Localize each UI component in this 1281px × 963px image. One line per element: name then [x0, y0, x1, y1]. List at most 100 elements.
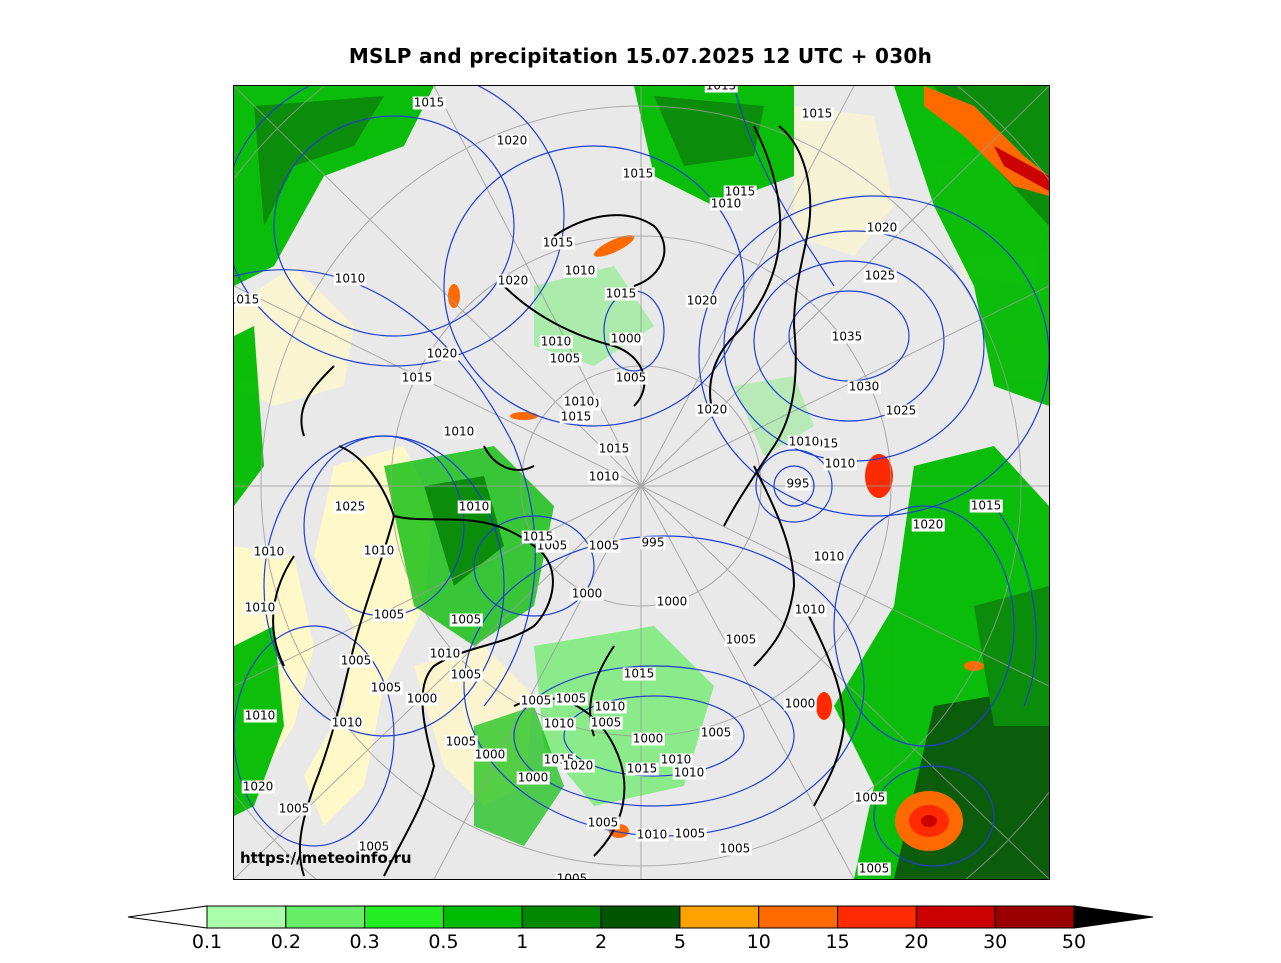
isobar-label: 1005: [339, 653, 373, 668]
isobar-label: 1020: [695, 402, 729, 417]
colorbar-tick-label: 0.2: [270, 931, 301, 953]
colorbar-tick-label: 10: [746, 931, 771, 953]
colorbar-tick-label: 0.3: [349, 931, 380, 953]
isobar-label: 1005: [554, 691, 588, 706]
isobar-label: 1005: [587, 538, 621, 553]
colorbar-cell: [600, 905, 681, 929]
isobar-label: 1005: [548, 351, 582, 366]
isobar-label: 1010: [562, 394, 596, 409]
isobar-label: 1010: [330, 715, 364, 730]
isobar-label: 1015: [723, 184, 757, 199]
isobar-label: 1005: [277, 801, 311, 816]
isobar-label: 1005: [673, 826, 707, 841]
isobar-label: 1025: [863, 268, 897, 283]
colorbar-cell: [915, 905, 996, 929]
colorbar-tick-label: 0.5: [428, 931, 459, 953]
isobar-label: 1000: [609, 331, 643, 346]
isobar-label: 1010: [635, 827, 669, 842]
isobar-label: 1020: [496, 273, 530, 288]
colorbar-tick-label: 2: [595, 931, 608, 953]
isobar-label: 1020: [241, 779, 275, 794]
isobar-label: 1020: [911, 517, 945, 532]
credit-url[interactable]: https://meteoinfo.ru: [240, 849, 412, 867]
isobar-label: 1010: [563, 263, 597, 278]
colorbar-under-triangle: [127, 905, 208, 929]
isobar-label: 1000: [405, 691, 439, 706]
isobar-label: 1005: [853, 790, 887, 805]
isobar-label: 1010: [812, 549, 846, 564]
isobar-label: 1010: [793, 602, 827, 617]
colorbar-tick-label: 20: [904, 931, 929, 953]
colorbar-over-triangle: [1073, 905, 1154, 929]
isobar-label: 1015: [621, 166, 655, 181]
colorbar-cells: [206, 905, 1075, 929]
colorbar-tick-label: 15: [825, 931, 850, 953]
isobar-label: 1015: [559, 409, 593, 424]
isobar-label: 1020: [425, 346, 459, 361]
isobar-label: 1010: [428, 646, 462, 661]
isobar-label: 1010: [252, 544, 286, 559]
map-canvas: [234, 86, 1049, 879]
isobar-label: 1030: [847, 379, 881, 394]
isobar-label: 1015: [622, 666, 656, 681]
isobar-label: 1010: [333, 271, 367, 286]
isobar-label: 1015: [625, 761, 659, 776]
isobar-label: 1020: [685, 293, 719, 308]
isobar-label: 1005: [519, 693, 553, 708]
isobar-label: 1010: [243, 708, 277, 723]
isobar-label: 1000: [473, 747, 507, 762]
isobar-label: 1005: [857, 861, 891, 876]
isobar-label: 1010: [593, 699, 627, 714]
isobar-label: 1010: [823, 456, 857, 471]
colorbar-cell: [758, 905, 839, 929]
isobar-label: 1005: [372, 607, 406, 622]
isobar-label: 1020: [495, 133, 529, 148]
isobar-label: 1015: [969, 498, 1003, 513]
colorbar-tick-label: 1: [516, 931, 529, 953]
isobar-label: 1005: [724, 632, 758, 647]
isobar-label: 1015: [234, 293, 261, 307]
forecast-map: 1015 1015 1015 1020 1015 1015 1010 1020 1015 1010…: [233, 85, 1050, 880]
isobar-label: 995: [640, 535, 666, 550]
isobar-label: 1000: [570, 586, 604, 601]
isobar-label: 1010: [243, 600, 277, 615]
colorbar-tick-label: 50: [1061, 931, 1087, 953]
isobar-label: 1010: [587, 469, 621, 484]
colorbar-cell: [521, 905, 602, 929]
isobar-label: 1015: [704, 86, 738, 93]
heavy-precip-cells: [251, 86, 1049, 851]
isobar-label: 1035: [830, 329, 864, 344]
isobar-label: 1005: [699, 725, 733, 740]
isobar-label: 1025: [333, 499, 367, 514]
isobar-label: 1010: [362, 543, 396, 558]
isobar-label: 1005: [449, 612, 483, 627]
chart-title: MSLP and precipitation 15.07.2025 12 UTC…: [348, 44, 933, 68]
isobar-label: 1000: [631, 731, 665, 746]
isobar-label: 1000: [516, 770, 550, 785]
colorbar-cell: [206, 905, 287, 929]
colorbar-cell: [994, 905, 1075, 929]
isobar-label: 1005: [357, 839, 391, 854]
isobar-label: 1005: [718, 841, 752, 856]
isobar-label: 1020: [561, 758, 595, 773]
isobar-label: 1010: [672, 765, 706, 780]
isobar-label: 1015: [412, 95, 446, 110]
isobar-label: 1010: [659, 752, 693, 767]
isobar-label: 1015: [800, 106, 834, 121]
colorbar-tick-label: 5: [673, 931, 686, 953]
isobar-label: 1010: [709, 196, 743, 211]
isobar-label: 1015: [521, 529, 555, 544]
isobar-label: 1010: [539, 334, 573, 349]
colorbar-cell: [364, 905, 444, 929]
colorbar-cell: [679, 905, 760, 929]
isobar-label: 1010: [442, 424, 476, 439]
isobar-label: 1005: [614, 370, 648, 385]
isobar-label: 1010: [457, 499, 491, 514]
colorbar-cell: [285, 905, 366, 929]
isobar-label: 1015: [604, 286, 638, 301]
isobar-label: 1005: [449, 667, 483, 682]
isobar-label: 995: [785, 476, 811, 491]
colorbar-cell: [837, 905, 917, 929]
colorbar-tick-label: 0.1: [191, 931, 223, 953]
isobar-label: 1005: [589, 715, 623, 730]
